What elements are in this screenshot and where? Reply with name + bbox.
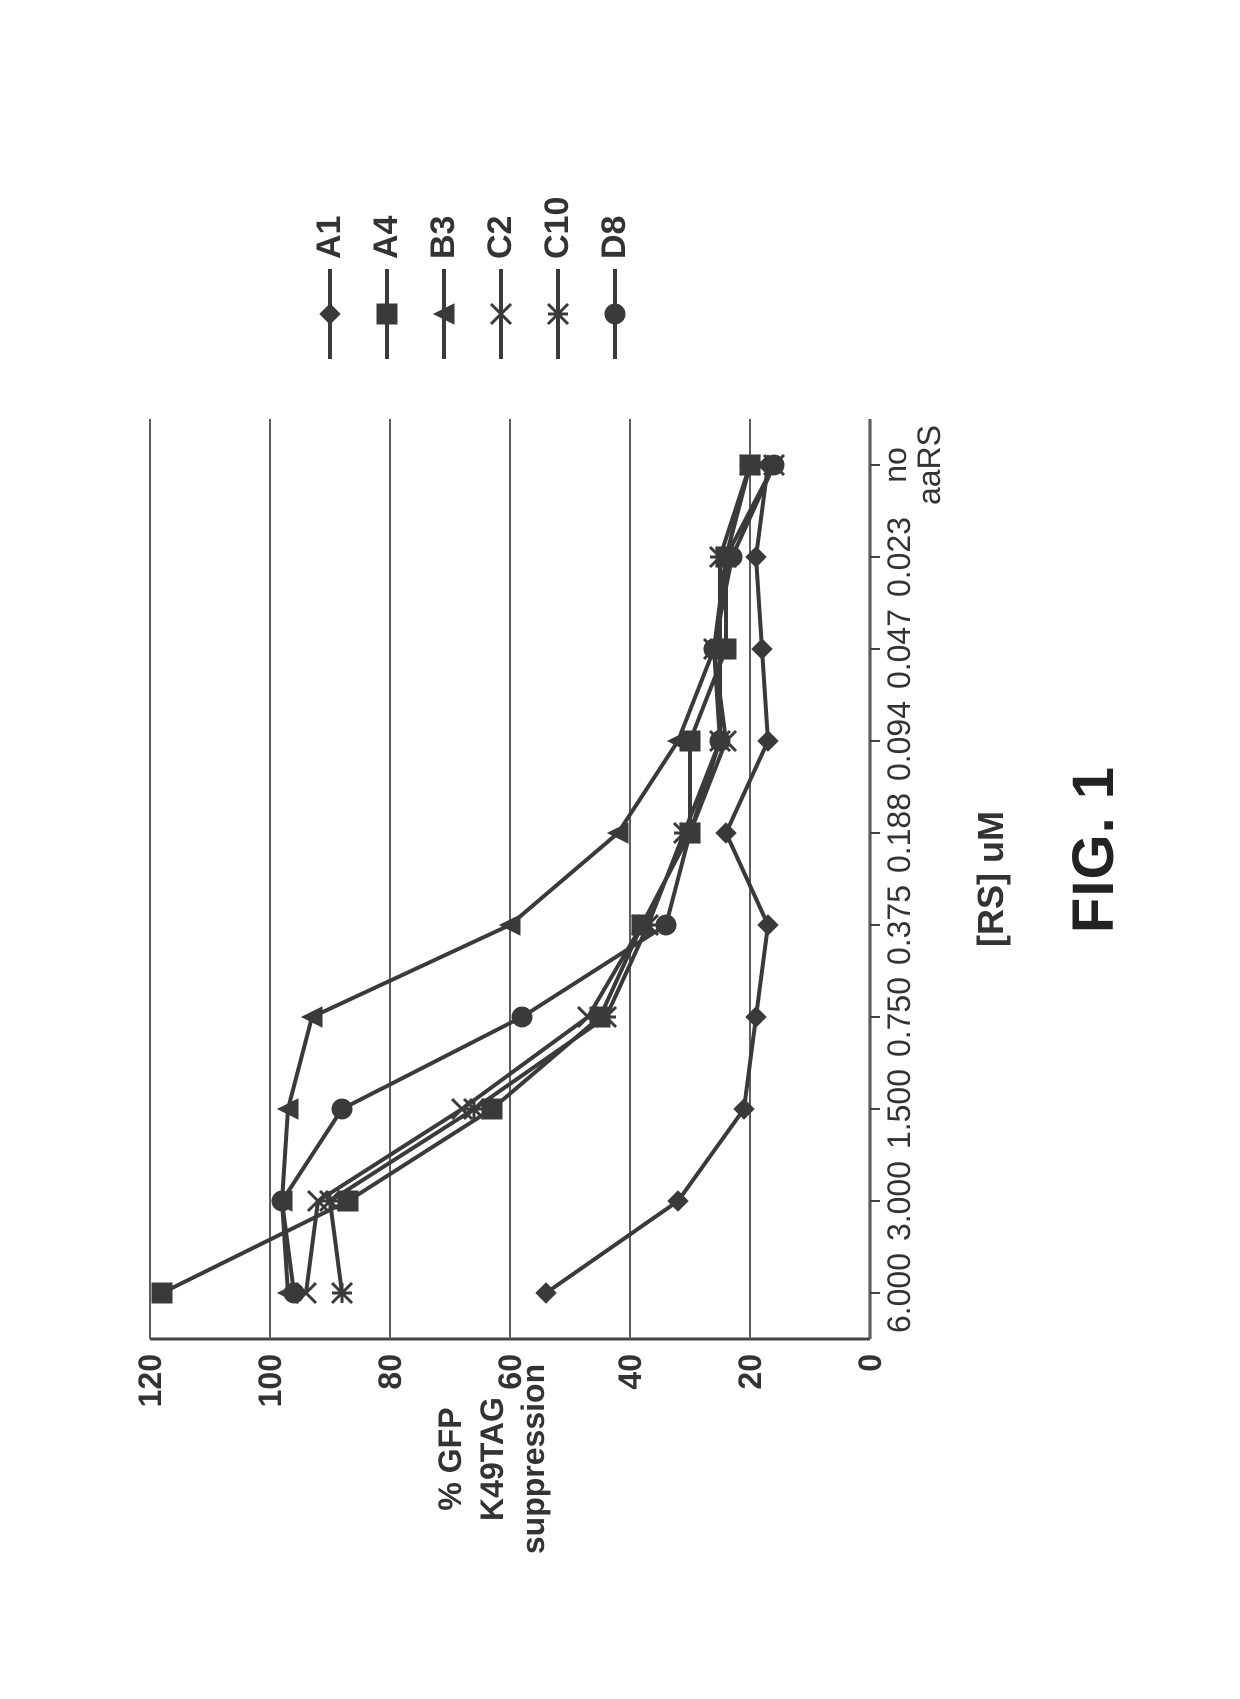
legend-label: C2 xyxy=(481,216,520,259)
svg-text:0.375: 0.375 xyxy=(881,885,917,965)
svg-text:20: 20 xyxy=(732,1354,768,1390)
legend-label: A1 xyxy=(310,216,349,259)
legend-item: A4 xyxy=(367,197,406,359)
legend-label: A4 xyxy=(367,216,406,259)
svg-text:0.047: 0.047 xyxy=(881,609,917,689)
svg-text:6.000: 6.000 xyxy=(881,1253,917,1333)
legend-marker-circle-icon xyxy=(600,269,630,359)
x-axis-label: [RS] uM xyxy=(970,419,1012,1339)
y-axis-label-line1: % GFP xyxy=(430,1359,472,1559)
svg-text:0: 0 xyxy=(852,1354,888,1372)
y-axis-label: % GFP K49TAG suppression xyxy=(430,1359,555,1559)
svg-text:120: 120 xyxy=(132,1354,168,1407)
svg-text:80: 80 xyxy=(372,1354,408,1390)
svg-text:no: no xyxy=(877,447,913,483)
chart-container: % GFP K49TAG suppression [RS] uM FIG. 1 … xyxy=(0,0,1240,1699)
legend-marker-x-icon xyxy=(486,269,516,359)
legend: A1 A4 B3 C2 C10 D8 xyxy=(310,197,652,359)
legend-label: C10 xyxy=(538,197,577,259)
legend-marker-square-icon xyxy=(372,269,402,359)
legend-marker-asterisk-icon xyxy=(543,269,573,359)
svg-text:0.023: 0.023 xyxy=(881,517,917,597)
page: % GFP K49TAG suppression [RS] uM FIG. 1 … xyxy=(0,0,1240,1699)
svg-text:1.500: 1.500 xyxy=(881,1069,917,1149)
legend-marker-triangle-icon xyxy=(429,269,459,359)
legend-label: D8 xyxy=(595,216,634,259)
figure-caption: FIG. 1 xyxy=(1060,0,1127,1699)
legend-item: C2 xyxy=(481,197,520,359)
svg-text:100: 100 xyxy=(252,1354,288,1407)
svg-text:0.094: 0.094 xyxy=(881,701,917,781)
legend-item: D8 xyxy=(595,197,634,359)
svg-text:aaRS: aaRS xyxy=(911,425,947,505)
legend-marker-diamond-icon xyxy=(315,269,345,359)
rotated-canvas: % GFP K49TAG suppression [RS] uM FIG. 1 … xyxy=(0,0,1240,1699)
svg-text:40: 40 xyxy=(612,1354,648,1390)
legend-label: B3 xyxy=(424,216,463,259)
svg-text:3.000: 3.000 xyxy=(881,1161,917,1241)
legend-item: B3 xyxy=(424,197,463,359)
svg-text:0.750: 0.750 xyxy=(881,977,917,1057)
legend-item: C10 xyxy=(538,197,577,359)
y-axis-label-line3: suppression xyxy=(513,1359,555,1559)
y-axis-label-line2: K49TAG xyxy=(472,1359,514,1559)
svg-text:0.188: 0.188 xyxy=(881,793,917,873)
legend-item: A1 xyxy=(310,197,349,359)
